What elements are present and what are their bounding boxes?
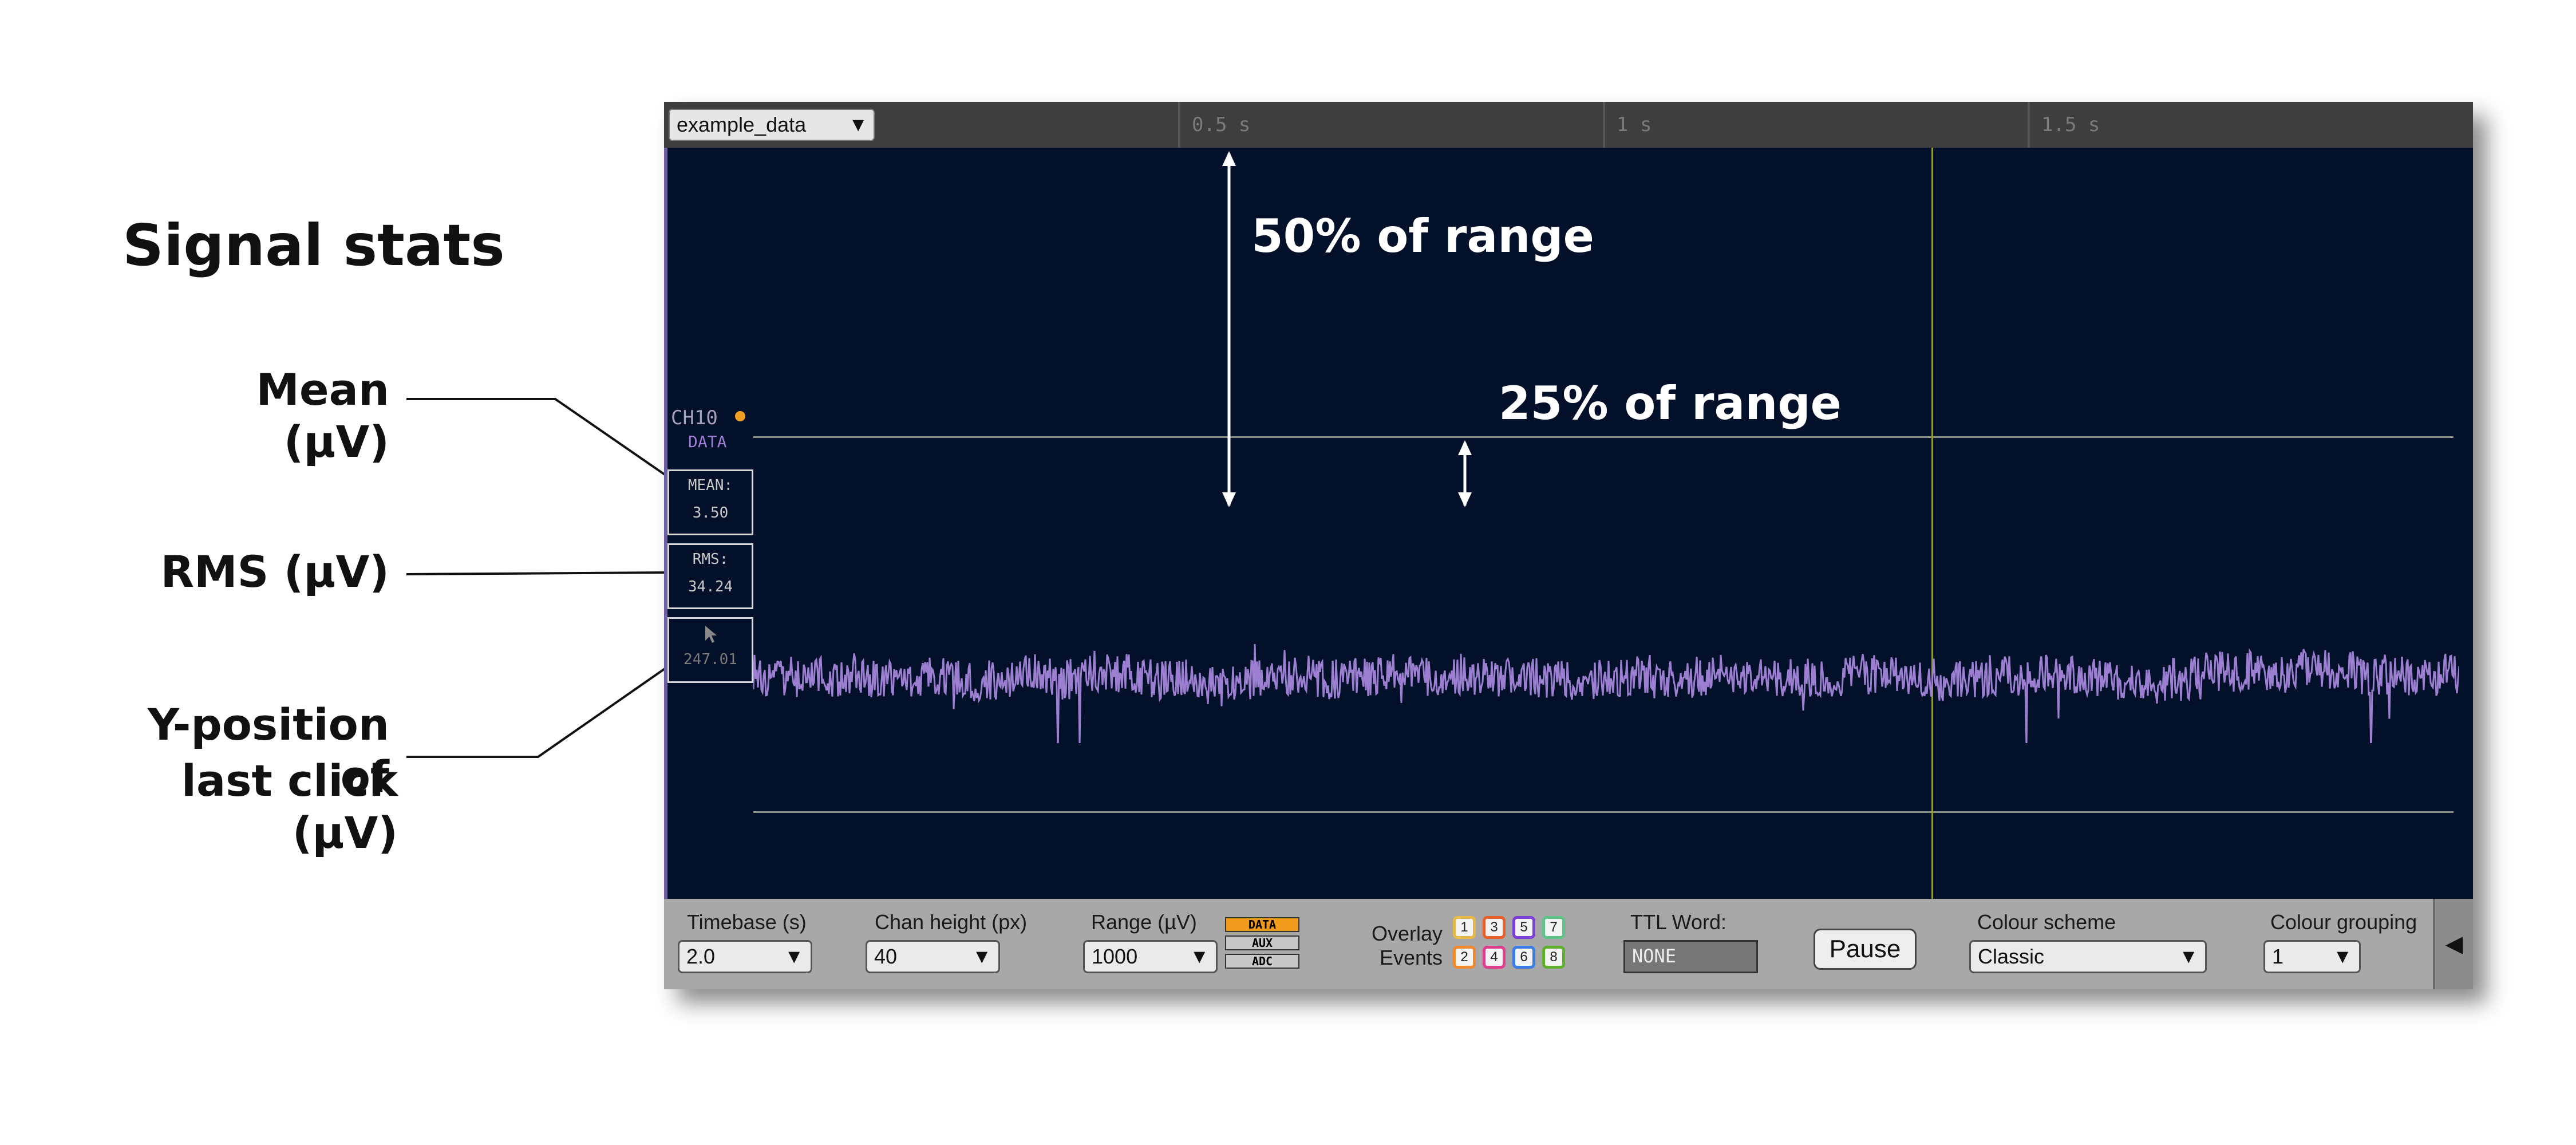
data-source-dropdown[interactable]: example_data ▼ [669, 109, 875, 141]
rms-key: RMS: [692, 551, 729, 568]
event-toggle-2[interactable]: 2 [1453, 946, 1476, 969]
overlay-label: Overlay [1371, 922, 1443, 945]
ttl-label: TTL Word: [1630, 910, 1727, 934]
chevron-down-icon: ▼ [848, 114, 868, 136]
chevron-down-icon: ▼ [2333, 946, 2352, 968]
ttl-word-display: NONE [1623, 940, 1758, 973]
chan-height-label: Chan height (px) [875, 910, 1028, 934]
range-arrows [1222, 151, 1472, 507]
timestamp-label: 1 s [1603, 102, 1652, 148]
type-adc-button[interactable]: ADC [1225, 954, 1299, 969]
type-aux-button[interactable]: AUX [1225, 935, 1299, 950]
mean-stat-box: MEAN: 3.50 [667, 469, 753, 535]
channel-type-label: DATA [688, 432, 727, 451]
event-toggle-6[interactable]: 6 [1512, 946, 1535, 969]
chevron-down-icon: ▼ [972, 946, 991, 968]
range-value: 1000 [1092, 945, 1138, 968]
type-data-button[interactable]: DATA [1225, 917, 1299, 932]
click-position-value: 247.01 [683, 651, 737, 668]
range-label: Range (µV) [1091, 910, 1197, 934]
signal-plot-area[interactable]: CH10 DATA MEAN: 3.50 RMS: 34.24 247.01 [664, 148, 2473, 899]
range50-arrow-head-top [1222, 151, 1236, 166]
colour-grouping-value: 1 [2272, 945, 2284, 968]
control-bar: Timebase (s) 2.0 ▼ Chan height (px) 40 ▼… [664, 899, 2473, 989]
chevron-down-icon: ▼ [784, 946, 804, 968]
playhead-line [1931, 148, 1933, 899]
event-toggle-4[interactable]: 4 [1483, 946, 1506, 969]
data-source-value: example_data [677, 113, 807, 136]
timebase-dropdown[interactable]: 2.0 ▼ [678, 940, 812, 973]
annotation-rms-label: RMS (µV) [160, 546, 389, 597]
colour-scheme-dropdown[interactable]: Classic ▼ [1969, 940, 2207, 973]
timestamp-label: 0.5 s [1178, 102, 1250, 148]
events-label: Events [1379, 946, 1443, 969]
colour-grouping-label: Colour grouping [2270, 910, 2417, 934]
chan-height-value: 40 [874, 945, 898, 968]
range50-arrow-head-bottom [1222, 492, 1236, 507]
chevron-down-icon: ▼ [1190, 946, 1209, 968]
colour-grouping-dropdown[interactable]: 1 ▼ [2263, 940, 2361, 973]
signal-trace [753, 644, 2459, 743]
channel-name: CH10 [671, 406, 718, 429]
event-toggle-5[interactable]: 5 [1512, 916, 1535, 939]
range25-arrow-head-top [1458, 440, 1472, 455]
cursor-icon [705, 626, 717, 643]
colour-scheme-value: Classic [1978, 945, 2045, 968]
annotation-ypos-label-line2: last click (µV) [181, 755, 398, 859]
chevron-down-icon: ▼ [2179, 946, 2198, 968]
colour-scheme-label: Colour scheme [1977, 910, 2116, 934]
range-dropdown[interactable]: 1000 ▼ [1083, 940, 1218, 973]
channel-status-dot[interactable] [735, 411, 745, 421]
range25-arrow-head-bottom [1458, 492, 1472, 507]
range-lower-line [753, 811, 2453, 813]
mean-key: MEAN: [688, 477, 733, 494]
collapse-panel-button[interactable]: ◀ [2433, 899, 2473, 989]
ypos-leader-line [406, 664, 671, 758]
annotation-title: Signal stats [123, 212, 505, 279]
mean-value: 3.50 [692, 504, 729, 522]
triangle-left-icon: ◀ [2445, 931, 2463, 957]
click-position-box: 247.01 [667, 617, 753, 683]
rms-stat-box: RMS: 34.24 [667, 543, 753, 609]
range-upper-line [753, 436, 2453, 438]
event-toggle-8[interactable]: 8 [1542, 946, 1565, 969]
timebase-value: 2.0 [686, 945, 716, 968]
event-toggle-3[interactable]: 3 [1483, 916, 1506, 939]
annotation-ypos-label-line1: Y-position of [147, 699, 389, 803]
timestamp-label: 1.5 s [2028, 102, 2100, 148]
event-toggle-1[interactable]: 1 [1453, 916, 1476, 939]
event-toggle-7[interactable]: 7 [1542, 916, 1565, 939]
mean-leader-line [406, 398, 671, 479]
timeline-header: example_data ▼ 0.5 s 1 s 1.5 s [664, 102, 2473, 148]
chan-height-dropdown[interactable]: 40 ▼ [866, 940, 1000, 973]
signal-trace-line [753, 644, 2459, 743]
annotation-mean-label: Mean (µV) [256, 364, 389, 468]
timebase-label: Timebase (s) [687, 910, 807, 934]
lfp-viewer-window: example_data ▼ 0.5 s 1 s 1.5 s CH10 DATA… [664, 102, 2473, 989]
pause-button[interactable]: Pause [1814, 929, 1917, 970]
rms-leader-line [406, 571, 670, 575]
range25-annotation: 25% of range [1499, 377, 1842, 430]
range50-annotation: 50% of range [1251, 210, 1594, 263]
rms-value: 34.24 [688, 578, 733, 595]
